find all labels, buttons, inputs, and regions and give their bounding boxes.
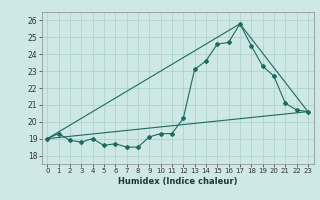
X-axis label: Humidex (Indice chaleur): Humidex (Indice chaleur) xyxy=(118,177,237,186)
